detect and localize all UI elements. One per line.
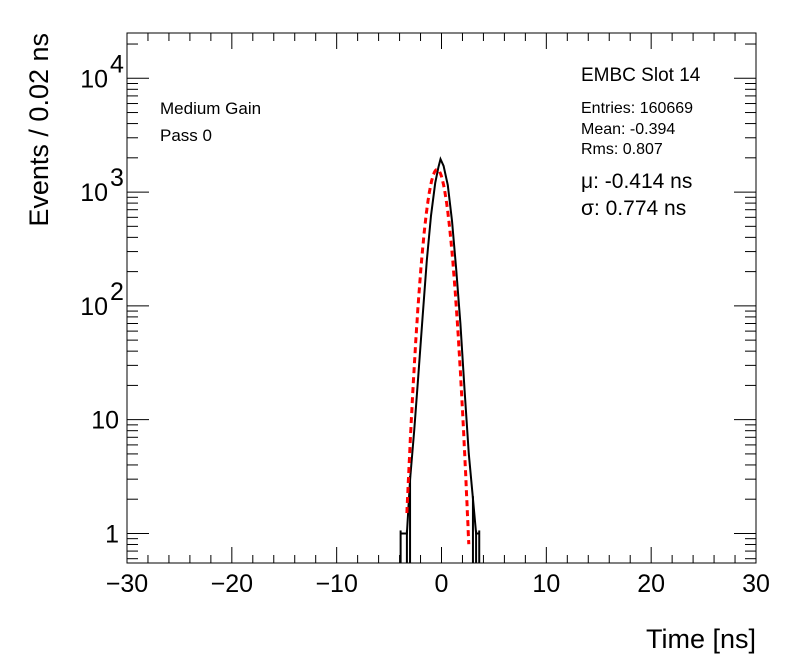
- gaussian-fit-line: [405, 168, 471, 545]
- entries-label: Entries: 160669: [581, 100, 693, 117]
- x-tick-label: 20: [637, 570, 665, 598]
- y-tick-label: 1: [105, 520, 119, 548]
- rms-label: Rms: 0.807: [581, 141, 663, 158]
- y-tick-exponent: 4: [110, 50, 124, 78]
- x-tick-label: 30: [742, 570, 770, 598]
- y-tick-label: 10: [80, 179, 108, 207]
- x-axis-title: Time [ns]: [646, 624, 756, 654]
- y-tick-label: 10: [80, 293, 108, 321]
- y-tick-label: 10: [91, 407, 119, 435]
- x-tick-label: 10: [532, 570, 560, 598]
- y-tick-label: 10: [80, 65, 108, 93]
- y-tick-exponent: 3: [110, 164, 124, 192]
- histogram-line: [400, 156, 480, 535]
- mu-label: μ: -0.414 ns: [581, 170, 692, 193]
- pass-label: Pass 0: [160, 126, 212, 145]
- y-tick-exponent: 2: [110, 278, 124, 306]
- module-label: EMBC Slot 14: [581, 65, 701, 86]
- x-tick-label: −10: [315, 570, 357, 598]
- mean-label: Mean: -0.394: [581, 121, 675, 138]
- gain-label: Medium Gain: [160, 99, 261, 118]
- x-tick-label: −30: [106, 570, 148, 598]
- sigma-label: σ: 0.774 ns: [581, 197, 686, 220]
- y-axis-title: Events / 0.02 ns: [24, 33, 54, 227]
- x-tick-label: 0: [435, 570, 449, 598]
- x-tick-label: −20: [211, 570, 253, 598]
